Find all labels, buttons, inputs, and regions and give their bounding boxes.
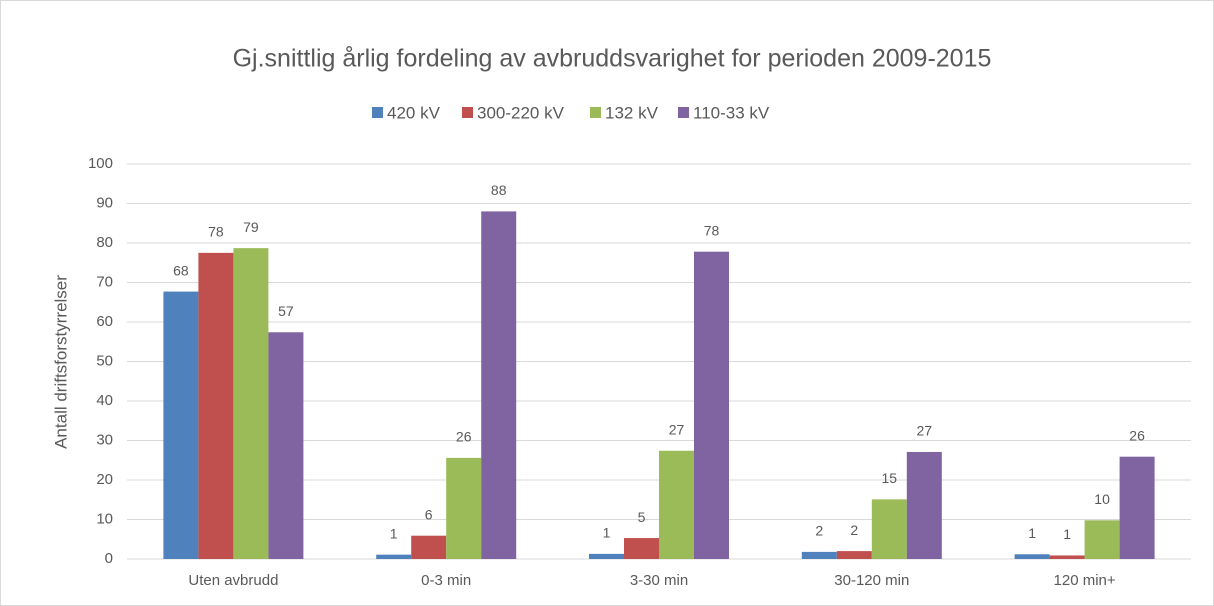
data-label: 10 [1094,491,1110,507]
data-label: 2 [850,522,858,538]
x-tick-label: 0-3 min [421,572,471,589]
bar [376,554,412,559]
bar [694,251,729,559]
data-label: 79 [243,219,259,235]
bar [589,553,624,559]
bar [801,551,837,559]
bar [446,457,482,559]
y-tick-label: 80 [96,234,113,251]
legend-swatch [590,107,601,118]
bar [268,332,304,559]
y-tick-label: 50 [96,352,113,369]
bar [163,291,199,559]
legend-swatch [372,107,383,118]
data-label: 57 [278,303,294,319]
data-label: 27 [917,423,933,439]
y-tick-label: 90 [96,194,113,211]
data-label: 78 [208,224,224,240]
bar [1014,554,1050,559]
legend-label: 420 kV [387,103,441,122]
bar [1049,555,1085,559]
bar [624,538,659,559]
y-tick-label: 100 [88,155,113,172]
bar [411,535,447,559]
x-tick-label: 3-30 min [630,572,688,589]
data-label: 26 [1129,427,1145,443]
y-tick-label: 30 [96,431,113,448]
data-label: 15 [882,470,898,486]
y-tick-label: 10 [96,510,113,527]
data-label: 88 [491,182,507,198]
legend-swatch [462,107,473,118]
legend-swatch [678,107,689,118]
data-label: 6 [425,506,433,522]
y-tick-label: 70 [96,273,113,290]
x-tick-label: Uten avbrudd [188,572,278,589]
bar [659,450,694,559]
bar [836,551,872,559]
data-label: 5 [638,509,646,525]
bar [233,248,269,559]
bar [481,211,517,559]
bar [871,499,907,559]
data-label: 27 [669,421,685,437]
y-tick-label: 40 [96,392,113,409]
data-label: 78 [704,222,720,238]
data-label: 1 [603,525,611,541]
data-label: 1 [1063,526,1071,542]
data-label: 2 [815,523,823,539]
x-tick-label: 30-120 min [834,572,909,589]
data-label: 1 [1028,525,1036,541]
bar [1084,520,1120,559]
legend-label: 110-33 kV [693,103,770,122]
y-tick-label: 20 [96,471,113,488]
legend-label: 132 kV [605,103,659,122]
data-label: 26 [456,429,472,445]
y-tick-label: 0 [105,550,113,567]
bar [198,252,234,559]
data-label: 68 [173,262,189,278]
y-axis-label: Antall driftsforstyrrelser [51,275,70,449]
legend-label: 300-220 kV [477,103,565,122]
x-tick-label: 120 min+ [1054,572,1116,589]
chart-title: Gj.snittlig årlig fordeling av avbruddsv… [233,45,992,73]
y-tick-label: 60 [96,313,113,330]
bar [1119,456,1155,559]
data-label: 1 [390,525,398,541]
bar [906,451,942,559]
